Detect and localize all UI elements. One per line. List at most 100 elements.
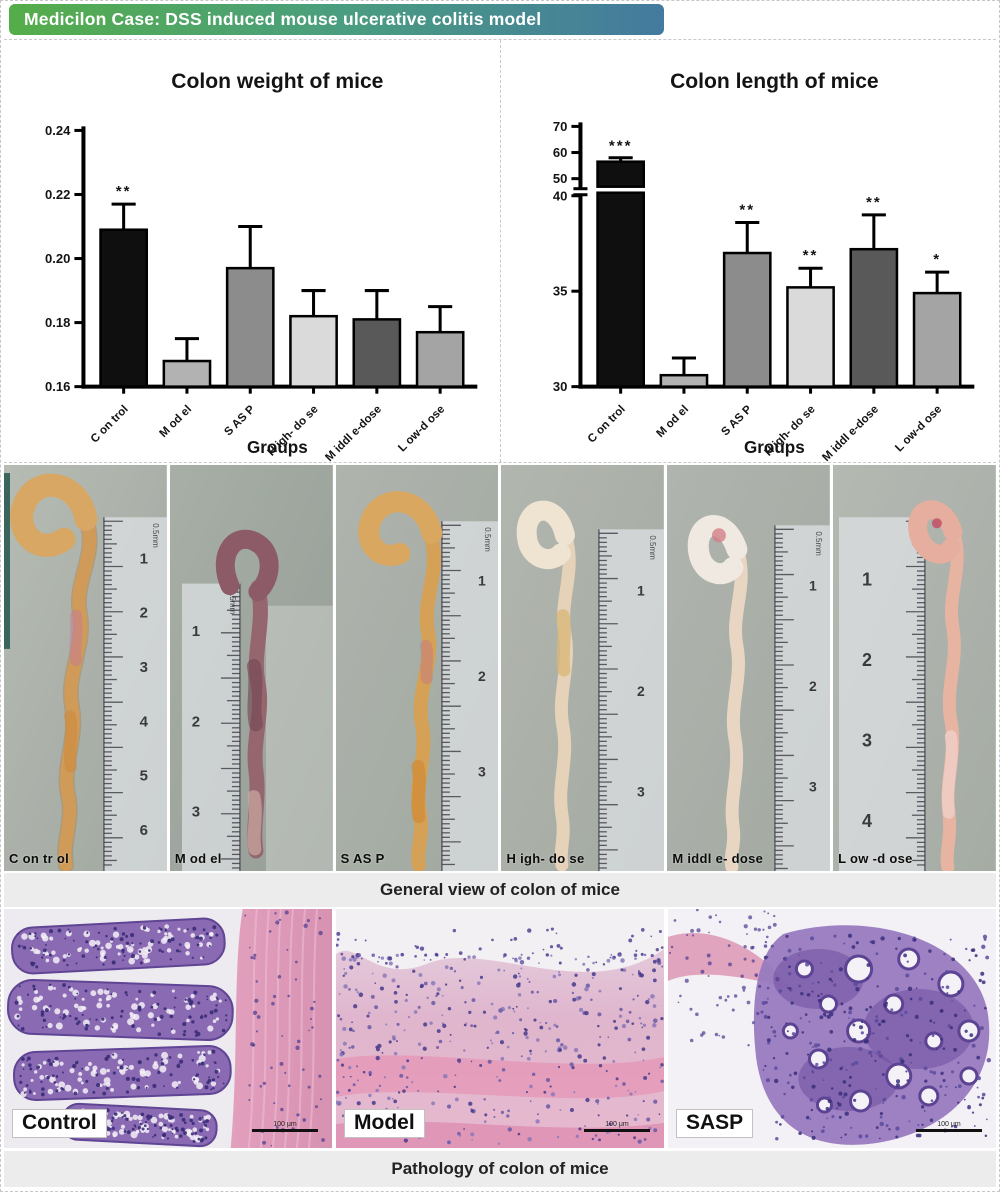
svg-text:1: 1 (140, 550, 148, 567)
photo-label: M od el (174, 851, 222, 866)
svg-text:M iddl e-dose: M iddl e-dose (820, 403, 881, 462)
colon-photo-model: 1 2 3 0.5mm M od el (169, 465, 333, 871)
svg-text:0.5mm: 0.5mm (483, 527, 492, 552)
svg-text:L ow-d ose: L ow-d ose (893, 403, 944, 454)
svg-text:0.24: 0.24 (45, 123, 71, 138)
colon-photo-sasp: 1 2 3 0.5mm S AS P (335, 465, 499, 871)
scale-bar: 100 μm (916, 1121, 982, 1132)
svg-text:S AS P: S AS P (222, 403, 257, 438)
scale-bar-label: 100 μm (273, 1121, 297, 1128)
chart-colon-weight: Colon weight of mice 0.16 0.18 0.20 0.22 0.24… (4, 40, 500, 462)
scale-bar-line (916, 1129, 982, 1132)
svg-text:3: 3 (809, 779, 817, 795)
svg-text:M iddl e-dose: M iddl e-dose (323, 403, 384, 462)
pathology-caption: Pathology of colon of mice (4, 1151, 996, 1187)
svg-text:1: 1 (862, 570, 872, 590)
colon-photo-control-image: 1 2 3 4 5 6 0.5mm (4, 465, 167, 871)
scale-bar: 100 μm (584, 1121, 650, 1132)
colon-weight-bar-chart: Colon weight of mice 0.16 0.18 0.20 0.22 0.24… (45, 70, 478, 462)
svg-text:4: 4 (862, 811, 872, 831)
svg-text:3: 3 (862, 730, 872, 750)
svg-text:S AS P: S AS P (719, 403, 754, 438)
svg-text:0.5mm: 0.5mm (814, 531, 823, 556)
svg-text:4: 4 (140, 713, 149, 730)
colon-photo-model-image: 1 2 3 0.5mm (169, 465, 333, 871)
colon-length-bar-chart: Colon length of mice506070303540********… (552, 70, 974, 462)
photo-label: H igh- do se (506, 851, 585, 866)
svg-text:0.22: 0.22 (45, 187, 70, 202)
pathology-panel-sasp: SASP 100 μm (668, 909, 996, 1148)
svg-text:L ow-d ose: L ow-d ose (396, 403, 447, 454)
svg-text:6: 6 (140, 822, 148, 839)
svg-text:2: 2 (809, 678, 817, 694)
svg-text:60: 60 (552, 145, 567, 160)
scale-bar-line (584, 1129, 650, 1132)
chart-colon-length: Colon length of mice 50 60 70 30 35 40 *** ** ** *… (499, 40, 997, 462)
pathology-label: Model (344, 1109, 425, 1138)
svg-text:0.5mm: 0.5mm (648, 535, 657, 560)
svg-text:**: ** (865, 194, 881, 211)
svg-text:3: 3 (192, 804, 200, 821)
svg-text:3: 3 (140, 659, 148, 676)
pathology-model-image (336, 909, 664, 1148)
svg-text:2: 2 (140, 605, 148, 622)
svg-text:35: 35 (552, 284, 567, 299)
pathology-sasp-image (668, 909, 996, 1148)
svg-text:1: 1 (637, 583, 645, 599)
colon-photo-sasp-image: 1 2 3 0.5mm (335, 465, 499, 871)
svg-text:2: 2 (478, 668, 486, 684)
photo-label: M iddl e- dose (672, 851, 764, 866)
colon-photo-high-dose: 1 2 3 0.5mm H igh- do se (501, 465, 665, 871)
svg-text:0.5mm: 0.5mm (151, 523, 160, 548)
svg-text:30: 30 (552, 379, 567, 394)
svg-text:Groups: Groups (247, 438, 308, 457)
svg-text:**: ** (739, 201, 755, 218)
svg-text:Colon weight of mice: Colon weight of mice (171, 70, 383, 93)
scale-bar-label: 100 μm (937, 1121, 961, 1128)
pathology-label: SASP (676, 1109, 754, 1138)
colon-photo-control: 1 2 3 4 5 6 0.5mm C on tr ol (4, 465, 167, 871)
svg-text:3: 3 (637, 784, 645, 800)
svg-text:2: 2 (637, 683, 645, 699)
svg-text:0.18: 0.18 (45, 315, 70, 330)
svg-text:1: 1 (192, 623, 200, 640)
svg-text:2: 2 (862, 650, 872, 670)
svg-text:C on trol: C on trol (89, 403, 131, 445)
pathology-panel-control: Control 100 μm (4, 909, 332, 1148)
svg-text:0.20: 0.20 (45, 251, 70, 266)
svg-text:50: 50 (552, 171, 567, 186)
pathology-panel-model: Model 100 μm (336, 909, 664, 1148)
svg-text:Groups: Groups (744, 438, 805, 457)
svg-text:0.16: 0.16 (45, 379, 70, 394)
svg-text:C on trol: C on trol (585, 403, 627, 445)
colon-photos-strip: 1 2 3 4 5 6 0.5mm C on tr ol 1 2 3 0.5mm M od el … (4, 465, 996, 871)
colon-photo-middle-dose-image: 1 2 3 0.5mm (667, 465, 831, 871)
pathology-strip: Control 100 μm Model 100 μm SASP 100 μm (4, 909, 996, 1148)
svg-text:M od el: M od el (654, 403, 691, 440)
svg-text:1: 1 (809, 578, 817, 594)
colon-photo-low-dose: 1 2 3 4 0.5mm L ow -d ose (833, 465, 996, 871)
colon-photo-high-dose-image: 1 2 3 0.5mm (501, 465, 665, 871)
charts-panel: Colon weight of mice 0.16 0.18 0.20 0.22 0.24… (4, 39, 996, 463)
svg-text:3: 3 (478, 763, 486, 779)
photo-label: C on tr ol (9, 851, 70, 866)
svg-text:Colon length of mice: Colon length of mice (670, 70, 879, 93)
photo-label: L ow -d ose (838, 851, 913, 866)
svg-text:70: 70 (552, 119, 567, 134)
scale-bar-line (252, 1129, 318, 1132)
svg-text:***: *** (608, 138, 632, 155)
colon-photo-middle-dose: 1 2 3 0.5mm M iddl e- dose (667, 465, 831, 871)
svg-text:2: 2 (192, 713, 200, 730)
svg-text:**: ** (802, 247, 818, 264)
scale-bar-label: 100 μm (605, 1121, 629, 1128)
svg-text:0.5mm: 0.5mm (228, 590, 237, 615)
banner-title: Medicilon Case: DSS induced mouse ulcera… (9, 4, 664, 35)
svg-text:**: ** (116, 183, 132, 200)
svg-text:5: 5 (140, 768, 148, 785)
photo-label: S AS P (340, 851, 385, 866)
svg-text:1: 1 (478, 573, 486, 589)
svg-text:*: * (933, 251, 941, 268)
svg-text:40: 40 (552, 188, 567, 203)
